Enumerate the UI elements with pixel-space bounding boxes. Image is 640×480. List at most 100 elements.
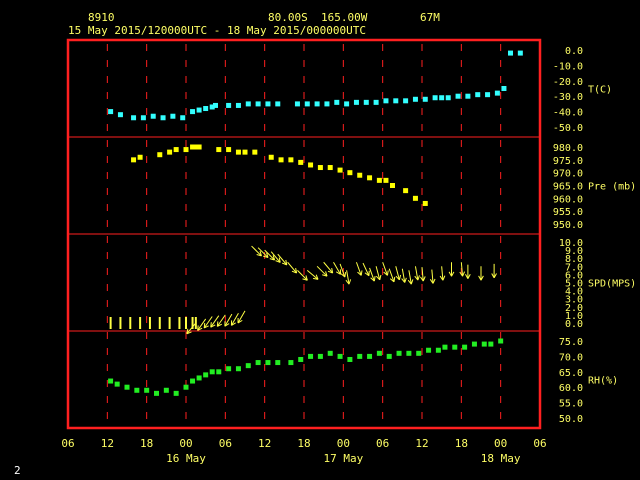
page-number: 2 bbox=[14, 464, 21, 477]
data-point-pressure bbox=[131, 157, 137, 163]
data-point-temperature bbox=[245, 101, 251, 107]
data-point-humidity bbox=[327, 350, 333, 356]
data-point-pressure bbox=[403, 188, 409, 194]
wind-arrow bbox=[429, 269, 436, 284]
wind-arrow bbox=[186, 322, 197, 335]
data-point-pressure bbox=[268, 154, 274, 160]
y-tick-label-humidity: 65.0 bbox=[559, 368, 583, 379]
data-point-humidity bbox=[347, 356, 353, 362]
data-point-temperature bbox=[196, 107, 202, 113]
data-point-temperature bbox=[324, 101, 330, 107]
data-point-temperature bbox=[455, 93, 461, 99]
data-point-temperature bbox=[275, 101, 281, 107]
panel-label-temperature: T(C) bbox=[588, 85, 612, 96]
station-id: 8910 bbox=[88, 11, 115, 24]
x-tick-label: 00 bbox=[494, 437, 507, 450]
x-tick-label: 12 bbox=[258, 437, 271, 450]
x-tick-label: 12 bbox=[101, 437, 114, 450]
data-point-pressure bbox=[390, 183, 395, 188]
data-point-pressure bbox=[412, 195, 418, 201]
data-point-temperature bbox=[412, 96, 418, 102]
data-point-humidity bbox=[134, 387, 140, 393]
wind-arrow bbox=[465, 264, 471, 279]
wind-arrow bbox=[345, 270, 352, 285]
wind-arrow bbox=[264, 249, 276, 261]
data-point-pressure bbox=[216, 147, 222, 153]
data-point-pressure bbox=[383, 177, 389, 183]
data-point-humidity bbox=[462, 344, 468, 350]
data-point-humidity bbox=[114, 381, 120, 387]
y-tick-label-pressure: 980.0 bbox=[553, 143, 583, 154]
data-point-pressure bbox=[235, 149, 241, 155]
y-tick-label-wind: 4.0 bbox=[565, 287, 583, 298]
y-tick-label-temperature: 0.0 bbox=[565, 46, 583, 57]
y-tick-label-humidity: 60.0 bbox=[559, 383, 583, 394]
wind-arrow bbox=[270, 251, 281, 263]
data-point-temperature bbox=[265, 101, 271, 107]
wind-arrow bbox=[459, 262, 466, 277]
wind-arrow bbox=[407, 270, 414, 285]
data-point-temperature bbox=[190, 109, 196, 115]
x-tick-label: 06 bbox=[219, 437, 232, 450]
y-tick-label-wind: 8.0 bbox=[565, 254, 583, 265]
data-point-pressure bbox=[367, 175, 373, 181]
wind-arrow bbox=[297, 269, 308, 281]
wind-arrow bbox=[339, 263, 347, 278]
y-tick-label-pressure: 975.0 bbox=[553, 156, 583, 167]
data-point-humidity bbox=[265, 360, 271, 366]
data-point-humidity bbox=[255, 360, 261, 366]
wind-arrow bbox=[401, 268, 407, 283]
wind-arrow bbox=[375, 266, 382, 281]
data-point-humidity bbox=[275, 360, 281, 366]
x-tick-label: 06 bbox=[533, 437, 546, 450]
x-tick-label: 00 bbox=[337, 437, 350, 450]
data-point-humidity bbox=[498, 338, 504, 344]
data-point-pressure bbox=[327, 165, 333, 171]
data-point-pressure bbox=[422, 200, 428, 206]
data-point-humidity bbox=[245, 363, 251, 369]
data-point-temperature bbox=[226, 102, 232, 108]
data-point-temperature bbox=[344, 101, 350, 107]
y-tick-label-wind: 7.0 bbox=[565, 262, 583, 273]
wind-arrow bbox=[478, 266, 484, 281]
y-tick-label-humidity: 75.0 bbox=[559, 337, 583, 348]
wind-arrow bbox=[395, 266, 402, 281]
data-point-temperature bbox=[294, 101, 300, 107]
wind-arrow bbox=[388, 268, 396, 283]
wind-arrow bbox=[355, 262, 363, 276]
data-point-humidity bbox=[452, 344, 458, 350]
y-tick-label-wind: 3.0 bbox=[565, 295, 583, 306]
wind-arrow bbox=[306, 269, 319, 280]
x-date-label: 16 May bbox=[166, 452, 206, 465]
data-point-temperature bbox=[422, 96, 428, 102]
data-point-temperature bbox=[180, 115, 186, 121]
wind-arrow bbox=[333, 262, 341, 275]
panel-label-wind: SPD(MPS) bbox=[588, 279, 636, 290]
data-point-humidity bbox=[426, 347, 432, 353]
data-point-temperature bbox=[235, 102, 241, 108]
data-point-humidity bbox=[435, 347, 441, 353]
wind-arrow bbox=[491, 263, 497, 279]
wind-arrow bbox=[224, 313, 233, 327]
y-tick-label-pressure: 960.0 bbox=[553, 194, 583, 205]
data-point-humidity bbox=[396, 350, 402, 356]
wind-arrow bbox=[382, 262, 389, 276]
wind-arrow bbox=[439, 266, 446, 281]
data-point-humidity bbox=[108, 378, 114, 384]
wind-arrow bbox=[237, 310, 246, 324]
data-point-temperature bbox=[108, 109, 114, 115]
data-point-humidity bbox=[386, 353, 392, 359]
wind-arrow bbox=[287, 261, 298, 274]
data-point-pressure bbox=[308, 162, 314, 168]
y-tick-label-pressure: 950.0 bbox=[553, 220, 583, 231]
wind-arrow bbox=[257, 247, 269, 259]
y-tick-label-humidity: 50.0 bbox=[559, 414, 583, 425]
y-tick-label-temperature: -50.0 bbox=[553, 123, 583, 134]
data-point-temperature bbox=[485, 92, 491, 98]
data-point-temperature bbox=[432, 95, 438, 101]
data-point-temperature bbox=[373, 99, 379, 105]
x-tick-label: 18 bbox=[140, 437, 153, 450]
station-elevation: 67M bbox=[420, 11, 440, 24]
data-point-temperature bbox=[475, 92, 481, 98]
y-tick-label-wind: 2.0 bbox=[565, 303, 583, 314]
